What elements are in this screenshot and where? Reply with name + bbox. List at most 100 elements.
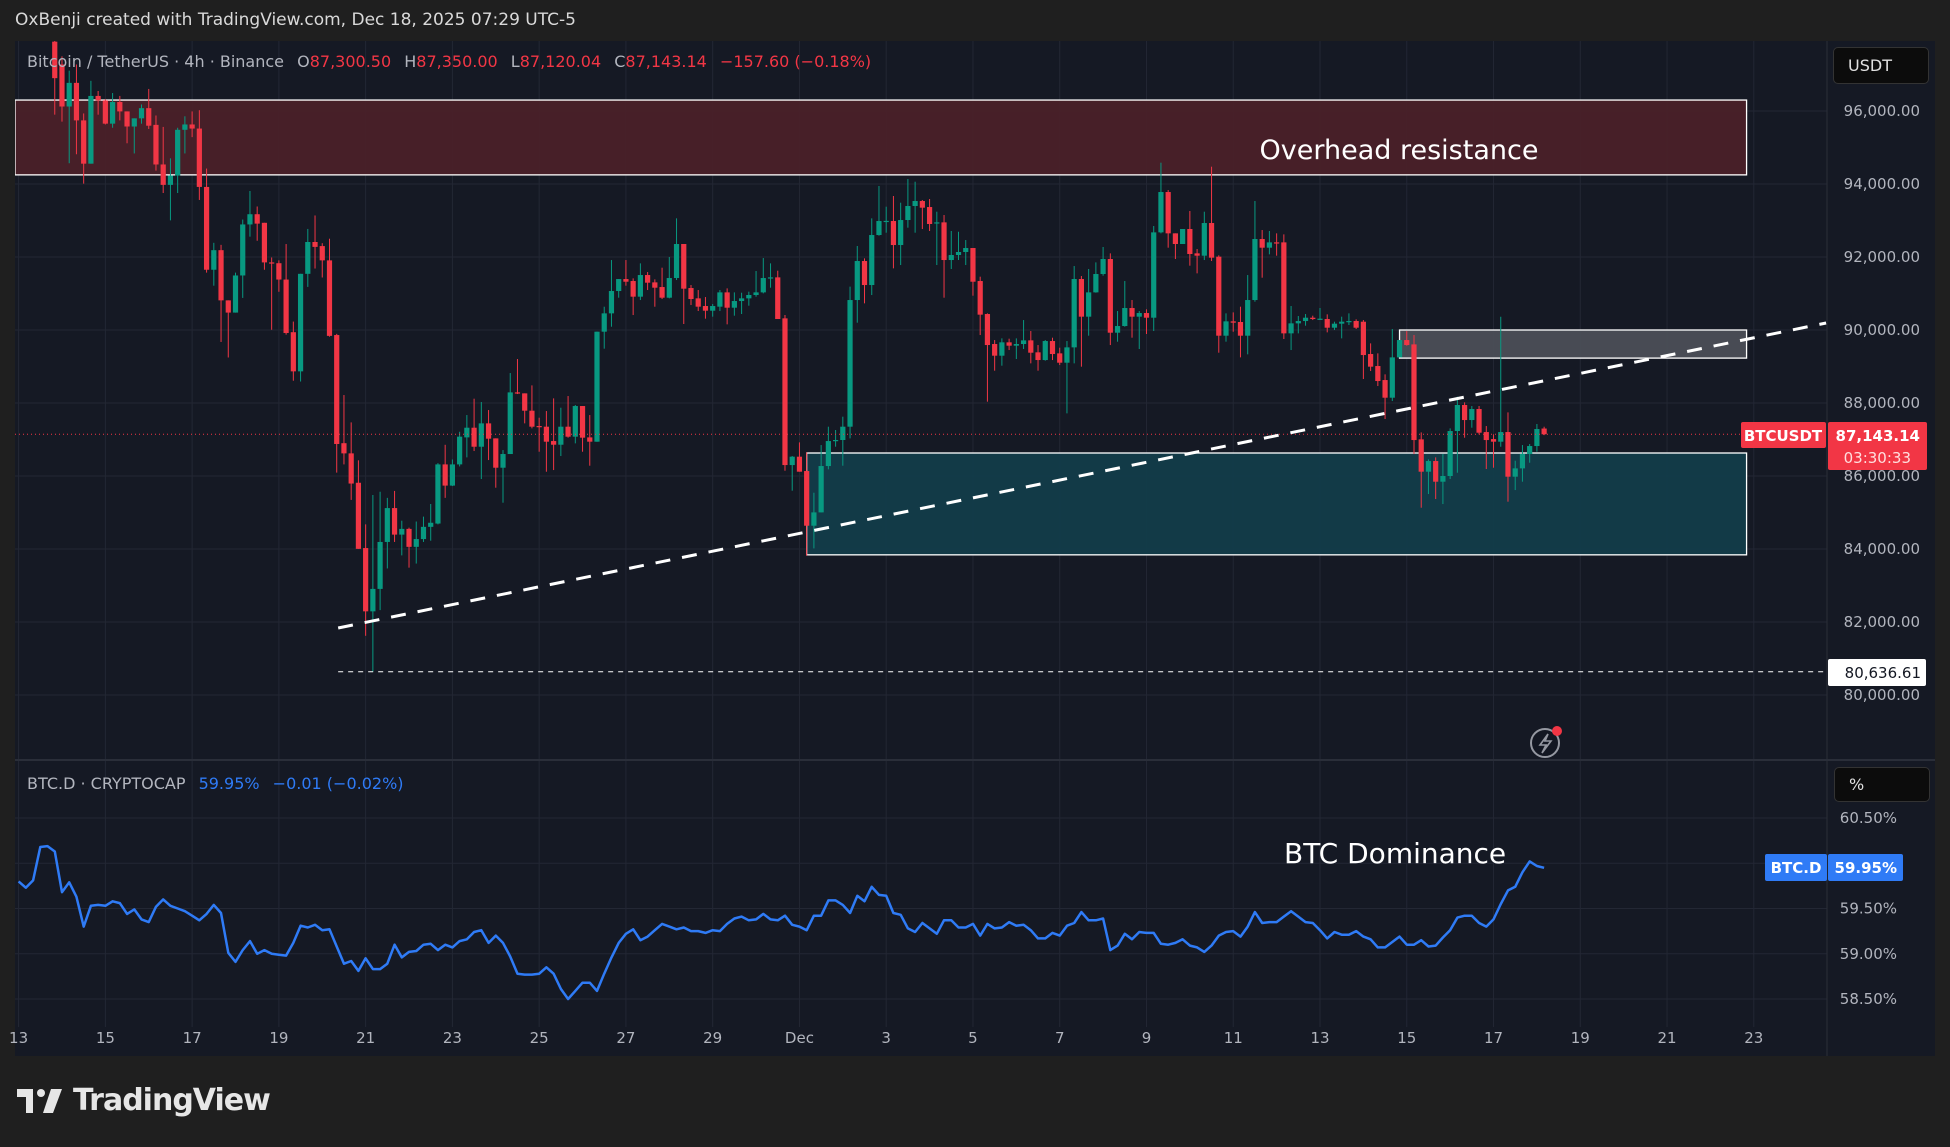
candle-body: [254, 214, 260, 224]
candle-body: [1129, 308, 1135, 317]
candle: [435, 463, 441, 525]
candle: [326, 238, 333, 337]
indicator-value: 59.95%: [198, 774, 260, 793]
support-zone[interactable]: [806, 452, 1748, 556]
resistance-annotation[interactable]: Overhead resistance: [1260, 135, 1539, 166]
candle-body: [594, 331, 600, 442]
candle-body: [579, 406, 586, 438]
candle-body: [1266, 242, 1272, 248]
candle-body: [1288, 323, 1294, 334]
candle-body: [1324, 319, 1330, 328]
currency-unit-button[interactable]: USDT: [1833, 47, 1929, 84]
drawn-lines[interactable]: [15, 321, 1827, 673]
candle: [861, 258, 868, 304]
price-tick-label: 82,000.00: [1844, 613, 1920, 631]
candle-body: [464, 427, 470, 438]
candle: [955, 231, 962, 261]
candle-body: [1245, 300, 1251, 336]
tradingview-logo[interactable]: TradingView: [17, 1083, 271, 1118]
low-value: 87,120.04: [519, 52, 602, 71]
candle: [1389, 329, 1395, 402]
candle-body: [428, 522, 434, 527]
time-axis[interactable]: 13 15 17 19 21 23 25 27 29 Dec 3 5 7 9 11 13 15 17 19 21 23: [9, 1029, 1763, 1047]
candle-body: [1440, 476, 1446, 482]
candle: [1541, 426, 1547, 436]
candle-body: [926, 207, 933, 225]
ascending-trendline[interactable]: [337, 321, 1827, 630]
annotation-zones: [15, 99, 1748, 556]
time-tick-label: 23: [1744, 1029, 1763, 1047]
candle-body: [232, 275, 239, 313]
candle: [796, 442, 803, 472]
candle: [290, 321, 296, 381]
indicator-legend[interactable]: BTC.D · CRYPTOCAP 59.95% −0.01 (−0.02%): [27, 774, 404, 793]
lightning-alert-icon[interactable]: [1530, 726, 1562, 758]
candle: [840, 416, 846, 466]
candle-body: [1302, 317, 1309, 322]
percent-unit-button[interactable]: %: [1834, 767, 1930, 802]
candle-body: [1252, 239, 1258, 301]
price-tick-label: 92,000.00: [1844, 248, 1920, 266]
dominance-axis[interactable]: 60.50% 59.50% 59.00% 58.50%: [1840, 809, 1897, 1008]
candle-body: [225, 300, 231, 313]
candle: [616, 279, 622, 298]
candle: [1266, 231, 1272, 255]
candle-body: [681, 244, 687, 289]
candle: [1086, 269, 1092, 336]
candle: [1165, 190, 1171, 248]
candle-body: [608, 291, 615, 314]
candle: [52, 41, 58, 115]
candle-body: [1208, 223, 1215, 258]
main-legend[interactable]: Bitcoin / TetherUS · 4h · Binance O87,30…: [27, 52, 871, 71]
percent-unit-label: %: [1849, 775, 1865, 794]
candle-body: [334, 335, 340, 444]
candle: [457, 431, 463, 467]
dominance-annotation[interactable]: BTC Dominance: [1284, 837, 1506, 870]
candle: [1281, 234, 1287, 340]
candle: [890, 196, 897, 269]
time-tick-label: 15: [96, 1029, 115, 1047]
candle: [710, 304, 716, 317]
candle: [1129, 300, 1135, 338]
candle: [1324, 314, 1330, 333]
candle-body: [941, 222, 947, 261]
candle-body: [1331, 323, 1338, 328]
candle: [753, 271, 759, 297]
candle: [702, 297, 709, 319]
candle: [66, 70, 72, 164]
overhead-resistance-zone[interactable]: [15, 99, 1748, 176]
candle-body: [1180, 229, 1186, 245]
candle-body: [290, 332, 296, 372]
currency-unit-label: USDT: [1848, 56, 1892, 75]
candle: [283, 244, 289, 335]
time-tick-label: 15: [1397, 1029, 1416, 1047]
candle: [1078, 276, 1085, 367]
candle: [623, 260, 629, 286]
candle-body: [1476, 409, 1482, 433]
time-tick-label: 11: [1224, 1029, 1243, 1047]
candle-body: [1201, 223, 1207, 256]
candle: [514, 359, 521, 395]
candle: [1490, 434, 1497, 468]
gray-supply-zone[interactable]: [1398, 329, 1748, 359]
dominance-tick-label: 59.00%: [1840, 945, 1897, 963]
candle-body: [355, 482, 362, 549]
candle: [1360, 320, 1366, 380]
price-axis[interactable]: 96,000.00 94,000.00 92,000.00 90,000.00 88,0…: [1844, 102, 1920, 704]
candle-body: [66, 82, 72, 107]
dominance-series: [17, 844, 1545, 1001]
candle: [1519, 445, 1526, 482]
candle-body: [413, 539, 419, 547]
candle: [789, 456, 795, 491]
candle-body: [724, 292, 730, 308]
candle-body: [102, 100, 108, 124]
candle-body: [1498, 432, 1504, 442]
candle-body: [160, 164, 166, 185]
candle-body: [775, 277, 781, 320]
candle-body: [623, 279, 629, 282]
candle: [1331, 321, 1338, 330]
candle: [977, 276, 983, 336]
candle-body: [261, 222, 268, 263]
candle-body: [363, 548, 369, 612]
